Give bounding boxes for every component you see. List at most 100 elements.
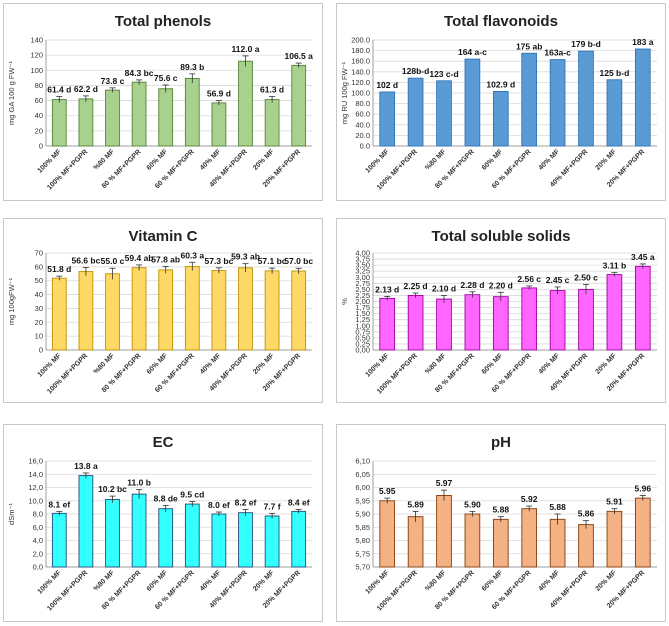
- data-label: 5.88: [493, 505, 510, 515]
- y-tick-label: 0,0: [33, 563, 43, 572]
- data-label: 5.95: [379, 486, 396, 496]
- bar: [436, 298, 452, 351]
- bar: [379, 297, 396, 351]
- y-tick-label: 3,75: [355, 255, 370, 264]
- bar: [464, 294, 481, 351]
- bar: [549, 290, 566, 351]
- bar: [291, 510, 307, 568]
- x-tick-label: 40% MF: [538, 569, 562, 593]
- bar: [291, 270, 307, 351]
- bar: [238, 512, 253, 568]
- data-label: 2.20 d: [489, 280, 513, 290]
- data-label: 51.8 d: [47, 264, 71, 274]
- y-tick-label: 10: [35, 332, 43, 341]
- y-tick-label: 140.0: [351, 67, 370, 76]
- data-label: 57.8 ab: [151, 254, 180, 264]
- y-tick-label: 30: [35, 304, 43, 313]
- y-tick-label: 160.0: [351, 57, 370, 66]
- data-label: 57.3 bc: [204, 256, 233, 266]
- x-tick-label: 60% MF: [481, 352, 505, 376]
- bar: [606, 79, 623, 147]
- bar: [51, 277, 67, 351]
- data-label: 2.45 c: [546, 275, 570, 285]
- chart-title: pH: [491, 434, 511, 451]
- bar: [158, 269, 174, 351]
- bar: [379, 500, 396, 568]
- bar: [264, 270, 280, 351]
- y-tick-label: 120.0: [351, 78, 370, 87]
- data-label: 59.3 ab: [231, 252, 260, 262]
- y-tick-label: 4,00: [355, 249, 370, 258]
- data-label: 128b-d: [402, 66, 429, 76]
- y-tick-label: 0,00: [355, 346, 370, 355]
- chart-panel-total-phenols: Total phenols 0 20 40 60 80 100 120 140 mg GA 100…: [3, 3, 323, 201]
- x-tick-label: %80 MF: [424, 148, 448, 172]
- data-label: 112.0 a: [232, 44, 260, 54]
- bar: [131, 81, 147, 147]
- data-label: 61.4 d: [47, 84, 71, 94]
- chart-svg: Total flavonoids 0.0 20.0 40.060.0 80.0100.0…: [340, 13, 657, 192]
- y-tick-label: 100: [30, 66, 43, 75]
- x-tick-label: 20% MF: [252, 352, 276, 376]
- bar: [521, 508, 538, 568]
- data-label: 125 b-d: [600, 68, 630, 78]
- y-tick-label: 0.0: [360, 142, 370, 151]
- bar: [158, 508, 174, 568]
- data-label: 55.0 c: [101, 256, 125, 266]
- bar: [184, 265, 200, 351]
- x-tick-label: 20% MF: [594, 352, 618, 376]
- data-label: 183 a: [632, 37, 654, 47]
- data-label: 8.8 de: [154, 493, 178, 503]
- bar: [606, 510, 623, 568]
- chart-panel-ph: pH 5,70 5,75 5,80 5,85 5,90 5,95 6,00 6,05 6,10 5.…: [336, 424, 666, 622]
- data-label: 8.4 ef: [288, 497, 310, 507]
- data-label: 5.86: [578, 509, 595, 519]
- y-tick-label: 5,95: [355, 496, 370, 505]
- chart-svg: Total soluble solids 0,000,250,500,751,00…: [340, 228, 657, 396]
- bar: [105, 498, 120, 568]
- y-tick-label: 16,0: [28, 457, 43, 466]
- bar: [606, 274, 623, 351]
- bar: [211, 513, 227, 568]
- data-label: 8.1 ef: [48, 499, 70, 509]
- data-label: 2.13 d: [375, 284, 399, 294]
- y-tick-label: 10,0: [28, 496, 43, 505]
- x-tick-label: 60% MF: [481, 569, 505, 593]
- x-tick-label: %80 MF: [93, 569, 117, 593]
- x-tick-label: 100% MF: [37, 352, 64, 379]
- bar: [549, 518, 566, 568]
- y-tick-label: 60: [35, 262, 43, 271]
- chart-svg: Total phenols 0 20 40 60 80 100 120 140 mg GA 100…: [7, 13, 313, 192]
- data-label: 5.89: [407, 499, 424, 509]
- data-label: 2.56 c: [517, 274, 541, 284]
- data-label: 11.0 b: [127, 477, 151, 487]
- y-tick-label: 0,50: [355, 333, 370, 342]
- bar: [379, 91, 396, 147]
- y-tick-label: 1,25: [355, 315, 370, 324]
- y-tick-label: 5,75: [355, 549, 370, 558]
- chart-svg: pH 5,70 5,75 5,80 5,85 5,90 5,95 6,00 6,05 6,10 5.…: [355, 434, 657, 613]
- y-tick-label: 12,0: [28, 483, 43, 492]
- chart-title: Vitamin C: [129, 228, 198, 245]
- data-label: 2.25 d: [404, 281, 428, 291]
- x-tick-label: 20% MF: [594, 569, 618, 593]
- y-tick-label: 0: [39, 346, 43, 355]
- data-label: 8.2 ef: [235, 497, 257, 507]
- y-tick-label: 100.0: [351, 89, 370, 98]
- y-tick-label: 20: [35, 318, 43, 327]
- y-tick-label: 0: [39, 142, 43, 151]
- data-label: 9.5 cd: [180, 489, 204, 499]
- chart-title: EC: [153, 434, 174, 451]
- y-tick-label: 3,50: [355, 261, 370, 270]
- data-label: 56.9 d: [207, 89, 231, 99]
- y-tick-label: 8,0: [33, 510, 43, 519]
- x-tick-label: %80 MF: [93, 352, 117, 376]
- data-label: 3.11 b: [603, 261, 627, 271]
- y-tick-label: 3,00: [355, 273, 370, 282]
- bar: [78, 271, 94, 351]
- y-tick-label: 40: [35, 290, 43, 299]
- y-tick-label: 0,25: [355, 339, 370, 348]
- data-label: 56.6 bc: [71, 255, 100, 265]
- data-label: 5.88: [549, 502, 566, 512]
- data-label: 7.7 f: [264, 501, 281, 511]
